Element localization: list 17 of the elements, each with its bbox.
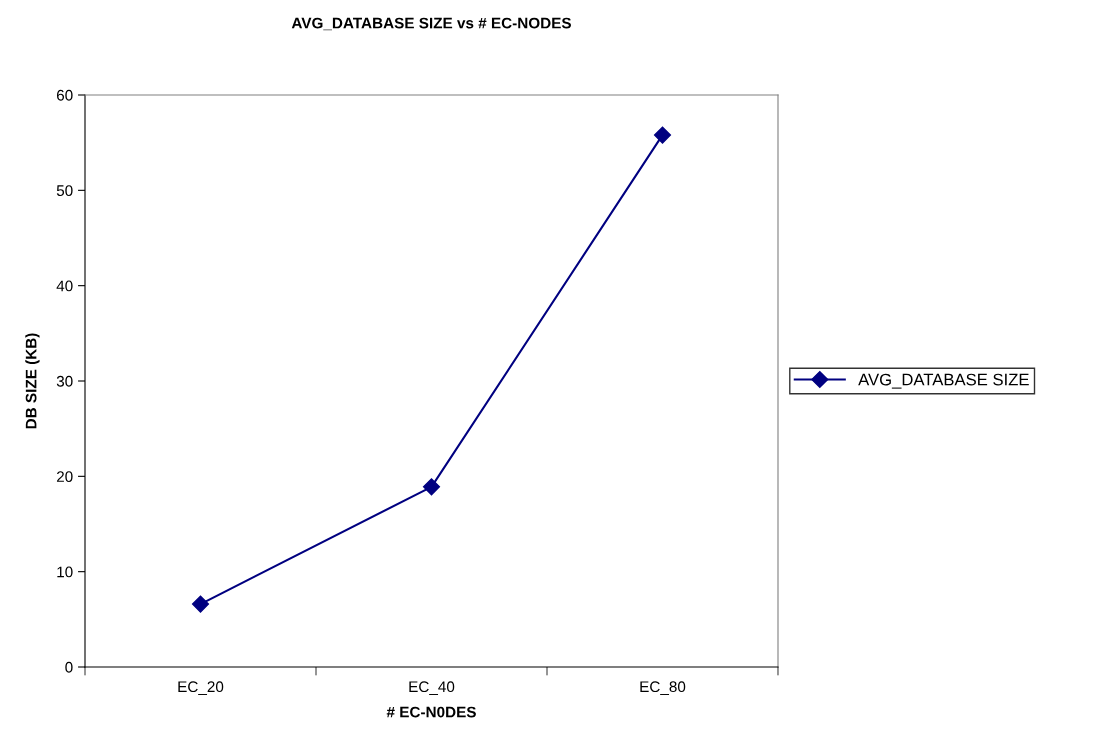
point — [422, 478, 441, 496]
x-axis-title: # EC-N0DES — [386, 706, 476, 718]
y-tick-label: 50 — [56, 185, 73, 197]
chart-title: AVG_DATABASE SIZE vs # EC-NODES — [291, 17, 571, 31]
y-tick-label: 60 — [56, 89, 73, 101]
y-tick-label: 0 — [65, 661, 73, 673]
y-tick-label: 20 — [56, 471, 73, 483]
x-tick-label: EC_40 — [409, 681, 455, 695]
point — [191, 595, 210, 613]
x-tick-label: EC_20 — [178, 681, 224, 695]
x-tick-label: EC_80 — [640, 681, 686, 695]
y-tick-label: 40 — [56, 280, 73, 292]
y-axis-title: DB SIZE (KB) — [25, 333, 40, 429]
y-tick-label: 30 — [56, 375, 73, 387]
point — [653, 126, 672, 144]
legend-label: AVG_DATABASE SIZE — [858, 373, 1029, 389]
y-tick-label: 10 — [57, 566, 73, 578]
